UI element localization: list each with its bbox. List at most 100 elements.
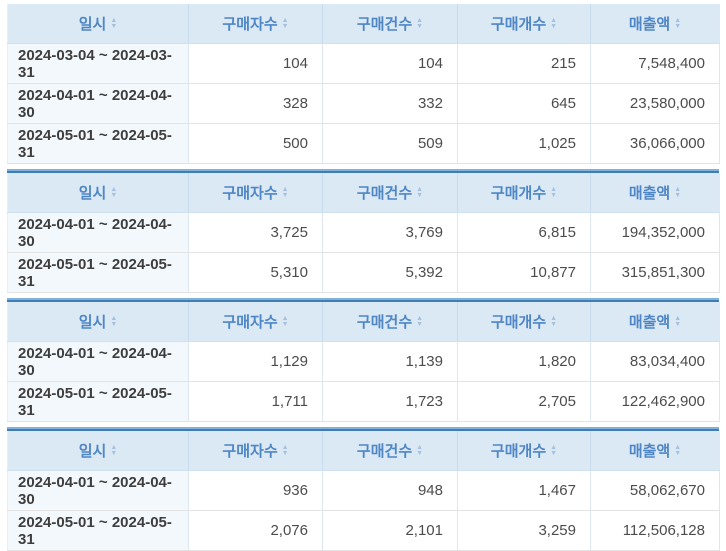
orders-cell: 1,723	[322, 381, 458, 422]
sort-icon: ▲ ▼	[550, 17, 558, 30]
orders-cell: 104	[322, 43, 458, 84]
column-header-label: 매출액	[628, 314, 671, 331]
sort-up-icon: ▲	[674, 443, 682, 451]
sort-up-icon: ▲	[281, 314, 289, 322]
sort-down-icon: ▼	[416, 191, 424, 199]
sort-icon: ▲ ▼	[416, 17, 424, 30]
sort-up-icon: ▲	[110, 16, 118, 24]
sort-down-icon: ▼	[281, 449, 289, 457]
header-row: 일시 ▲ ▼ 구매자수 ▲ ▼ 구매건수 ▲ ▼ 구매개수 ▲ ▼ 매출액 ▲ ▼	[7, 302, 720, 342]
buyers-cell: 500	[188, 123, 323, 164]
sort-down-icon: ▼	[110, 320, 118, 328]
column-header-label: 구매자수	[222, 314, 278, 331]
column-header-label: 일시	[78, 16, 107, 33]
sort-icon: ▲ ▼	[281, 16, 289, 30]
sales-table-1: 일시 ▲ ▼ 구매자수 ▲ ▼ 구매건수 ▲ ▼ 구매개수 ▲ ▼ 매출액 ▲ ▼ 2024-03-…	[7, 4, 720, 164]
buyers-cell: 328	[188, 83, 323, 124]
column-header-revenue[interactable]: 매출액 ▲ ▼	[590, 431, 720, 471]
sort-icon: ▲ ▼	[110, 16, 118, 30]
date-range-cell: 2024-04-01 ~ 2024-04-30	[7, 341, 189, 382]
column-header-buyers[interactable]: 구매자수 ▲ ▼	[188, 431, 323, 471]
sales-table-3: 일시 ▲ ▼ 구매자수 ▲ ▼ 구매건수 ▲ ▼ 구매개수 ▲ ▼ 매출액 ▲ ▼ 2024-04-…	[7, 302, 720, 422]
sort-down-icon: ▼	[416, 22, 424, 30]
column-header-label: 매출액	[628, 185, 671, 202]
column-header-items[interactable]: 구매개수 ▲ ▼	[457, 4, 591, 44]
column-header-items[interactable]: 구매개수 ▲ ▼	[457, 302, 591, 342]
table-top-border	[7, 427, 719, 431]
column-header-items[interactable]: 구매개수 ▲ ▼	[457, 173, 591, 213]
sort-up-icon: ▲	[281, 16, 289, 24]
column-header-label: 구매건수	[356, 314, 413, 331]
column-header-date[interactable]: 일시 ▲ ▼	[7, 4, 189, 44]
sort-up-icon: ▲	[674, 16, 682, 24]
column-header-buyers[interactable]: 구매자수 ▲ ▼	[188, 4, 323, 44]
orders-cell: 2,101	[322, 510, 458, 551]
column-header-label: 구매개수	[490, 314, 547, 331]
column-header-revenue[interactable]: 매출액 ▲ ▼	[590, 173, 720, 213]
table-row: 2024-04-01 ~ 2024-04-30 3,725 3,769 6,81…	[7, 212, 720, 253]
sort-down-icon: ▼	[281, 320, 289, 328]
sort-down-icon: ▼	[416, 449, 424, 457]
items-cell: 1,025	[457, 123, 591, 164]
items-cell: 2,705	[457, 381, 591, 422]
column-header-label: 구매개수	[490, 16, 547, 33]
revenue-cell: 7,548,400	[590, 43, 720, 84]
sort-down-icon: ▼	[550, 191, 558, 199]
date-range-cell: 2024-04-01 ~ 2024-04-30	[7, 83, 189, 124]
column-header-revenue[interactable]: 매출액 ▲ ▼	[590, 4, 720, 44]
sort-down-icon: ▼	[110, 449, 118, 457]
column-header-label: 매출액	[628, 16, 671, 33]
revenue-cell: 112,506,128	[590, 510, 720, 551]
column-header-date[interactable]: 일시 ▲ ▼	[7, 302, 189, 342]
column-header-date[interactable]: 일시 ▲ ▼	[7, 173, 189, 213]
buyers-cell: 104	[188, 43, 323, 84]
buyers-cell: 936	[188, 470, 323, 511]
sort-up-icon: ▲	[416, 443, 424, 451]
column-header-buyers[interactable]: 구매자수 ▲ ▼	[188, 173, 323, 213]
date-range-cell: 2024-05-01 ~ 2024-05-31	[7, 252, 189, 293]
sort-up-icon: ▲	[110, 443, 118, 451]
header-row: 일시 ▲ ▼ 구매자수 ▲ ▼ 구매건수 ▲ ▼ 구매개수 ▲ ▼ 매출액 ▲ ▼	[7, 173, 720, 213]
date-range-cell: 2024-05-01 ~ 2024-05-31	[7, 510, 189, 551]
table-row: 2024-04-01 ~ 2024-04-30 328 332 645 23,5…	[7, 83, 720, 124]
sales-table-4: 일시 ▲ ▼ 구매자수 ▲ ▼ 구매건수 ▲ ▼ 구매개수 ▲ ▼ 매출액 ▲ ▼ 2024-04-…	[7, 431, 720, 551]
column-header-label: 구매자수	[222, 16, 278, 33]
sort-icon: ▲ ▼	[674, 315, 682, 328]
date-range-cell: 2024-05-01 ~ 2024-05-31	[7, 123, 189, 164]
sort-icon: ▲ ▼	[110, 443, 118, 457]
sales-table-2: 일시 ▲ ▼ 구매자수 ▲ ▼ 구매건수 ▲ ▼ 구매개수 ▲ ▼ 매출액 ▲ ▼ 2024-04-…	[7, 173, 720, 293]
column-header-buyers[interactable]: 구매자수 ▲ ▼	[188, 302, 323, 342]
column-header-date[interactable]: 일시 ▲ ▼	[7, 431, 189, 471]
sort-icon: ▲ ▼	[282, 186, 289, 199]
revenue-cell: 58,062,670	[590, 470, 720, 511]
sort-icon: ▲ ▼	[550, 186, 558, 199]
orders-cell: 332	[322, 83, 458, 124]
date-range-cell: 2024-04-01 ~ 2024-04-30	[7, 212, 189, 253]
column-header-orders[interactable]: 구매건수 ▲ ▼	[322, 302, 458, 342]
sort-up-icon: ▲	[281, 443, 289, 451]
sort-down-icon: ▼	[674, 191, 682, 199]
sort-icon: ▲ ▼	[550, 315, 558, 328]
orders-cell: 5,392	[322, 252, 458, 293]
column-header-label: 구매건수	[356, 443, 413, 460]
column-header-revenue[interactable]: 매출액 ▲ ▼	[590, 302, 720, 342]
revenue-cell: 194,352,000	[590, 212, 720, 253]
sort-icon: ▲ ▼	[550, 444, 557, 457]
column-header-items[interactable]: 구매개수 ▲ ▼	[457, 431, 591, 471]
header-row: 일시 ▲ ▼ 구매자수 ▲ ▼ 구매건수 ▲ ▼ 구매개수 ▲ ▼ 매출액 ▲ ▼	[7, 4, 720, 44]
sort-down-icon: ▼	[550, 22, 558, 30]
column-header-orders[interactable]: 구매건수 ▲ ▼	[322, 173, 458, 213]
sort-down-icon: ▼	[674, 320, 682, 328]
table-row: 2024-05-01 ~ 2024-05-31 2,076 2,101 3,25…	[7, 510, 720, 551]
buyers-cell: 3,725	[188, 212, 323, 253]
table-row: 2024-04-01 ~ 2024-04-30 1,129 1,139 1,82…	[7, 341, 720, 382]
items-cell: 1,820	[457, 341, 591, 382]
buyers-cell: 5,310	[188, 252, 323, 293]
items-cell: 215	[457, 43, 591, 84]
sort-icon: ▲ ▼	[281, 314, 289, 328]
column-header-orders[interactable]: 구매건수 ▲ ▼	[322, 431, 458, 471]
sort-down-icon: ▼	[550, 320, 558, 328]
sort-icon: ▲ ▼	[281, 443, 289, 457]
column-header-orders[interactable]: 구매건수 ▲ ▼	[322, 4, 458, 44]
